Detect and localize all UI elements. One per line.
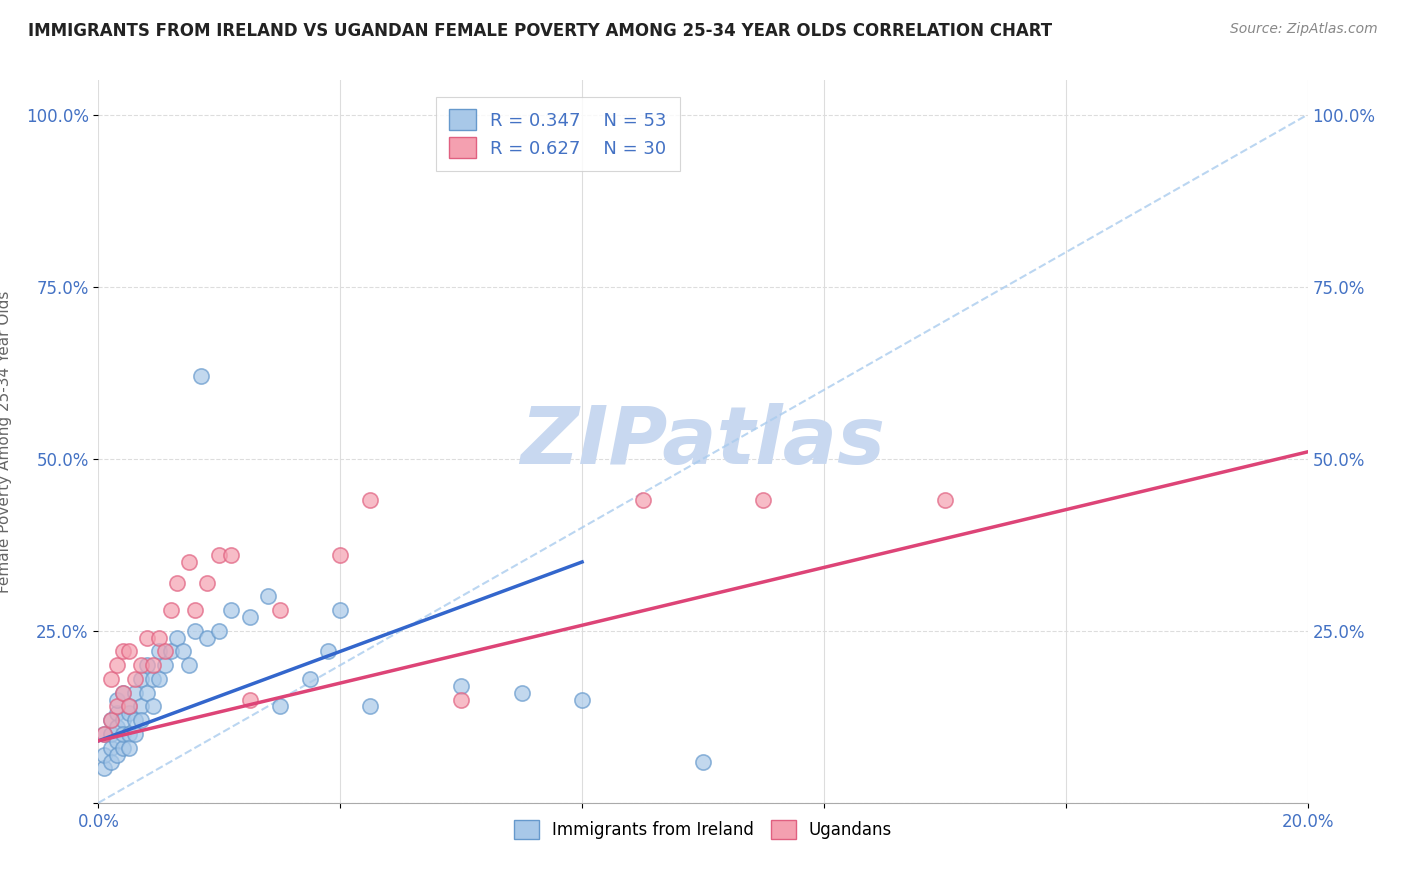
Point xyxy=(105,699,128,714)
Point xyxy=(135,631,157,645)
Text: Source: ZipAtlas.com: Source: ZipAtlas.com xyxy=(1230,22,1378,37)
Point xyxy=(450,692,472,706)
Point xyxy=(692,755,714,769)
Point xyxy=(93,761,115,775)
Point xyxy=(269,699,291,714)
Point xyxy=(166,631,188,645)
Point xyxy=(752,493,775,508)
Point xyxy=(135,686,157,700)
Point xyxy=(124,727,146,741)
Point xyxy=(142,658,165,673)
Point xyxy=(239,692,262,706)
Point xyxy=(118,699,141,714)
Point xyxy=(256,590,278,604)
Legend: Immigrants from Ireland, Ugandans: Immigrants from Ireland, Ugandans xyxy=(501,806,905,852)
Point xyxy=(329,548,352,562)
Point xyxy=(571,692,593,706)
Point xyxy=(129,658,152,673)
Point xyxy=(221,603,243,617)
Point xyxy=(105,720,128,734)
Text: IMMIGRANTS FROM IRELAND VS UGANDAN FEMALE POVERTY AMONG 25-34 YEAR OLDS CORRELAT: IMMIGRANTS FROM IRELAND VS UGANDAN FEMAL… xyxy=(28,22,1052,40)
Point xyxy=(129,713,152,727)
Point xyxy=(93,727,115,741)
Point xyxy=(329,603,352,617)
Point xyxy=(118,740,141,755)
Point xyxy=(239,610,262,624)
Point xyxy=(190,369,212,384)
Point xyxy=(105,747,128,762)
Point xyxy=(148,644,170,658)
Point xyxy=(166,575,188,590)
Point xyxy=(208,624,231,638)
Point xyxy=(93,747,115,762)
Point xyxy=(124,686,146,700)
Point xyxy=(153,644,176,658)
Point xyxy=(153,658,176,673)
Y-axis label: Female Poverty Among 25-34 Year Olds: Female Poverty Among 25-34 Year Olds xyxy=(0,291,11,592)
Point xyxy=(118,644,141,658)
Point xyxy=(195,575,218,590)
Point xyxy=(450,679,472,693)
Point xyxy=(269,603,291,617)
Point xyxy=(160,644,183,658)
Point xyxy=(105,658,128,673)
Point xyxy=(111,686,134,700)
Point xyxy=(160,603,183,617)
Point xyxy=(360,699,382,714)
Point xyxy=(142,672,165,686)
Point xyxy=(111,644,134,658)
Point xyxy=(100,713,122,727)
Point xyxy=(184,624,207,638)
Point xyxy=(100,672,122,686)
Point xyxy=(118,699,141,714)
Point xyxy=(129,672,152,686)
Point xyxy=(105,692,128,706)
Point xyxy=(100,727,122,741)
Point xyxy=(148,672,170,686)
Point xyxy=(118,706,141,721)
Point xyxy=(179,555,201,569)
Point xyxy=(105,734,128,748)
Point xyxy=(179,658,201,673)
Point xyxy=(111,686,134,700)
Point xyxy=(299,672,322,686)
Point xyxy=(111,727,134,741)
Point xyxy=(510,686,533,700)
Point xyxy=(100,755,122,769)
Point xyxy=(631,493,654,508)
Point xyxy=(934,493,956,508)
Point xyxy=(148,631,170,645)
Point xyxy=(195,631,218,645)
Point xyxy=(100,740,122,755)
Text: ZIPatlas: ZIPatlas xyxy=(520,402,886,481)
Point xyxy=(184,603,207,617)
Point xyxy=(100,713,122,727)
Point xyxy=(360,493,382,508)
Point xyxy=(124,713,146,727)
Point xyxy=(208,548,231,562)
Point xyxy=(221,548,243,562)
Point xyxy=(172,644,194,658)
Point xyxy=(135,658,157,673)
Point xyxy=(118,727,141,741)
Point xyxy=(111,713,134,727)
Point xyxy=(105,706,128,721)
Point xyxy=(93,727,115,741)
Point xyxy=(316,644,339,658)
Point xyxy=(111,740,134,755)
Point xyxy=(142,699,165,714)
Point xyxy=(129,699,152,714)
Point xyxy=(124,672,146,686)
